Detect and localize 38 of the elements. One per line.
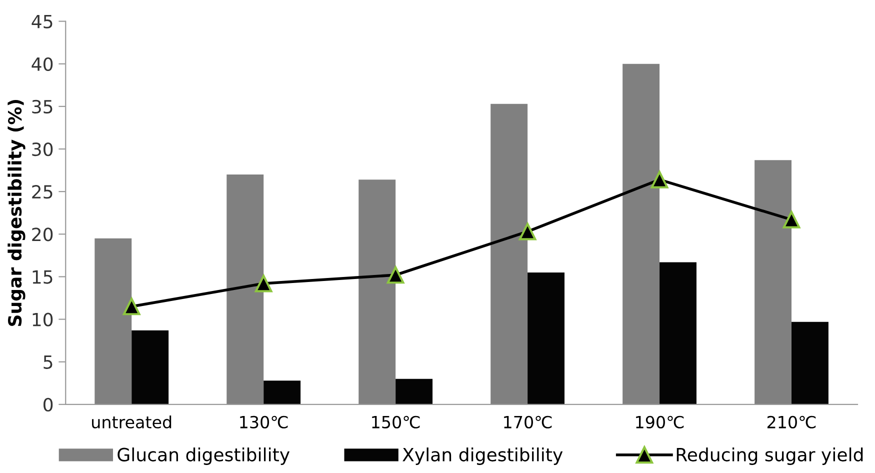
point: [254, 274, 272, 292]
y-tick-label: 20: [32, 228, 53, 242]
bar: [132, 330, 169, 404]
bar: [358, 180, 396, 404]
x-tick-label: 150℃: [372, 416, 420, 428]
y-tick-label: 15: [32, 270, 52, 284]
y-tick-label: 35: [32, 100, 52, 114]
bar: [94, 238, 132, 404]
y-tick-label: 45: [32, 14, 52, 28]
y-tick-label: 40: [32, 57, 53, 71]
y-axis-title: Sugar digestibility (%): [8, 100, 26, 326]
y-tick-label: 10: [32, 312, 53, 326]
y-tick-label: 30: [32, 142, 53, 156]
x-tick-label: 130℃: [240, 416, 288, 428]
point: [122, 298, 140, 316]
x-tick-label: 190℃: [636, 416, 684, 428]
bar: [528, 272, 565, 404]
y-tick-label: 0: [44, 398, 53, 412]
bar: [792, 322, 828, 404]
bar: [622, 64, 660, 404]
x-tick-label: 210℃: [767, 416, 816, 428]
point: [650, 170, 668, 188]
y-tick-label: 25: [32, 185, 52, 199]
legend-label: Reducing sugar yield: [676, 447, 863, 465]
point: [518, 222, 536, 240]
bar: [660, 262, 696, 404]
x-tick-label: untreated: [92, 416, 172, 428]
legend-label: Xylan digestibility: [402, 447, 563, 465]
point: [782, 210, 800, 228]
legend-label: Glucan digestibility: [118, 447, 290, 465]
y-tick-label: 5: [44, 356, 52, 369]
x-tick-label: 170℃: [504, 416, 552, 428]
point: [386, 266, 404, 284]
bar: [754, 160, 792, 404]
bar: [490, 104, 528, 404]
bar: [396, 378, 433, 404]
bar: [226, 174, 264, 404]
bar: [264, 380, 301, 404]
